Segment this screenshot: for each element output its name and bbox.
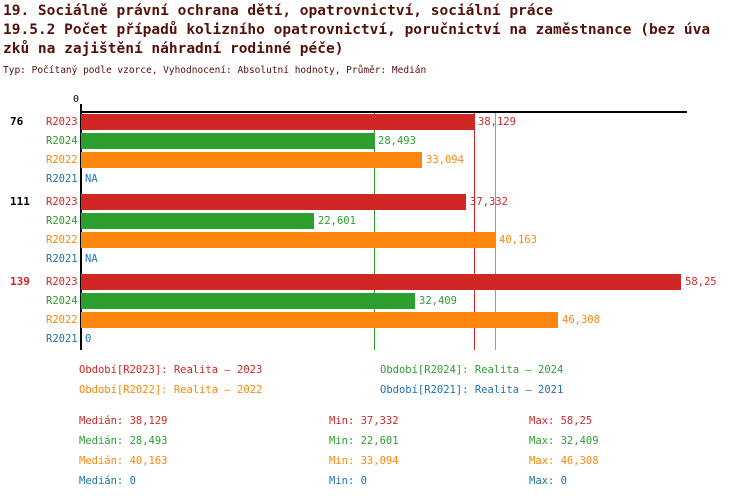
- chart-row: R2022 33,094: [0, 151, 750, 170]
- bar: [81, 312, 558, 328]
- bar-value-label: 38,129: [478, 116, 516, 128]
- series-label: R2021: [46, 173, 78, 185]
- bar: [81, 293, 415, 309]
- bar: [81, 213, 314, 229]
- x-axis-line: [80, 111, 687, 113]
- bar: [81, 194, 466, 210]
- series-label: R2024: [46, 295, 78, 307]
- bar: [81, 274, 681, 290]
- stats-max-r2021: Max: 0: [529, 475, 567, 487]
- chart-row: R2024 28,493: [0, 132, 750, 151]
- bar-value-label: NA: [85, 253, 98, 265]
- bar: [81, 133, 374, 149]
- stats-median-r2024: Medián: 28,493: [79, 435, 168, 447]
- report-title-line-3: zků na zajištění náhradní rodinné péče): [3, 41, 344, 57]
- stats-median-r2021: Medián: 0: [79, 475, 136, 487]
- chart-row: R2022 40,163: [0, 231, 750, 250]
- bar: [81, 232, 495, 248]
- stats-max-r2024: Max: 32,409: [529, 435, 599, 447]
- report-title-line-2: 19.5.2 Počet případů kolizního opatrovni…: [3, 22, 711, 38]
- group-label: 111: [10, 195, 30, 208]
- legend-item-r2021: Období[R2021]: Realita – 2021: [380, 384, 564, 396]
- chart-row: R2021 NA: [0, 250, 750, 269]
- series-label: R2024: [46, 215, 78, 227]
- series-label: R2024: [46, 135, 78, 147]
- chart-group: 139 R2023 58,25 R2024 32,409 R2022 46,308 R2021…: [0, 273, 750, 349]
- series-label: R2021: [46, 333, 78, 345]
- group-label: 139: [10, 275, 30, 288]
- chart-rows: 76 R2023 38,129 R2024 28,493 R2022 33,094 R2021…: [0, 113, 750, 353]
- bar: [81, 152, 422, 168]
- bar-value-label: 40,163: [499, 234, 537, 246]
- series-label: R2022: [46, 314, 78, 326]
- chart-row: R2021 0: [0, 330, 750, 349]
- bar-value-label: NA: [85, 173, 98, 185]
- stats-median-r2022: Medián: 40,163: [79, 455, 168, 467]
- bar-value-label: 28,493: [378, 135, 416, 147]
- series-label: R2023: [46, 196, 78, 208]
- series-label: R2023: [46, 116, 78, 128]
- bar-value-label: 22,601: [318, 215, 356, 227]
- chart-row: 111 R2023 37,332: [0, 193, 750, 212]
- bar-value-label: 33,094: [426, 154, 464, 166]
- median-line-r2022: [495, 113, 496, 350]
- series-label: R2022: [46, 154, 78, 166]
- median-line-r2023: [474, 113, 475, 350]
- stats-min-r2021: Min: 0: [329, 475, 367, 487]
- chart-row: R2024 32,409: [0, 292, 750, 311]
- stats-max-r2022: Max: 46,308: [529, 455, 599, 467]
- chart-group: 111 R2023 37,332 R2024 22,601 R2022 40,163 R202…: [0, 193, 750, 269]
- chart-row: R2022 46,308: [0, 311, 750, 330]
- report-subtitle: Typ: Počítaný podle vzorce, Vyhodnocení:…: [3, 65, 427, 76]
- chart-group: 76 R2023 38,129 R2024 28,493 R2022 33,094 R2021…: [0, 113, 750, 189]
- bar-value-label: 0: [85, 333, 92, 345]
- chart-row: 76 R2023 38,129: [0, 113, 750, 132]
- legend-item-r2024: Období[R2024]: Realita – 2024: [380, 364, 564, 376]
- bar-value-label: 58,25: [685, 276, 717, 288]
- axis-origin-tick-label: 0: [73, 94, 80, 105]
- chart-row: R2021 NA: [0, 170, 750, 189]
- series-label: R2021: [46, 253, 78, 265]
- stats-max-r2023: Max: 58,25: [529, 415, 593, 427]
- bar-value-label: 37,332: [470, 196, 508, 208]
- stats-median-r2023: Medián: 38,129: [79, 415, 168, 427]
- bar-value-label: 32,409: [419, 295, 457, 307]
- stats-min-r2023: Min: 37,332: [329, 415, 399, 427]
- series-label: R2022: [46, 234, 78, 246]
- median-line-r2024: [374, 113, 375, 350]
- bar-value-label: 46,308: [562, 314, 600, 326]
- report-title-line-1: 19. Sociálně právní ochrana dětí, opatro…: [3, 3, 553, 19]
- legend-item-r2023: Období[R2023]: Realita – 2023: [79, 364, 263, 376]
- series-label: R2023: [46, 276, 78, 288]
- stats-min-r2022: Min: 33,094: [329, 455, 399, 467]
- stats-min-r2024: Min: 22,601: [329, 435, 399, 447]
- legend-item-r2022: Období[R2022]: Realita – 2022: [79, 384, 263, 396]
- bar: [81, 114, 474, 130]
- chart-row: R2024 22,601: [0, 212, 750, 231]
- group-label: 76: [10, 115, 24, 128]
- chart-row: 139 R2023 58,25: [0, 273, 750, 292]
